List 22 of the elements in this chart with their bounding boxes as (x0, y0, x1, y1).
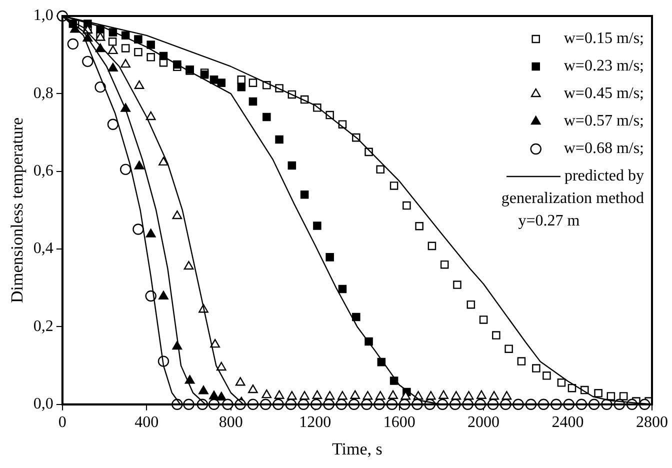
y-tick-label: 0,2 (33, 318, 54, 335)
legend-label: w=0.57 m/s; (564, 112, 644, 130)
x-tick-label: 0 (58, 414, 66, 432)
y-tick-label: 0,0 (33, 396, 54, 413)
legend-label: w=0.23 m/s; (564, 58, 644, 75)
legend-label: w=0.68 m/s; (564, 140, 644, 158)
y-axis-title: Dimensionless temperature (8, 117, 27, 303)
legend-label: w=0.45 m/s; (564, 85, 644, 102)
annotation: y=0.27 m (518, 212, 580, 230)
x-tick-label: 1600 (383, 414, 416, 432)
x-tick-label: 2000 (468, 414, 500, 432)
x-tick-label: 800 (218, 414, 243, 432)
x-axis-title: Time, s (332, 439, 382, 458)
legend-label: w=0.15 m/s; (564, 30, 644, 48)
x-tick-label: 1200 (299, 414, 332, 432)
y-tick-label: 0,6 (33, 162, 54, 180)
x-tick-label: 2800 (636, 414, 668, 432)
x-tick-label: 2400 (552, 414, 584, 432)
y-tick-label: 0,4 (33, 240, 54, 258)
y-tick-label: 0,8 (33, 84, 54, 102)
x-tick-label: 400 (134, 414, 159, 432)
y-tick-label: 1,0 (33, 7, 54, 24)
